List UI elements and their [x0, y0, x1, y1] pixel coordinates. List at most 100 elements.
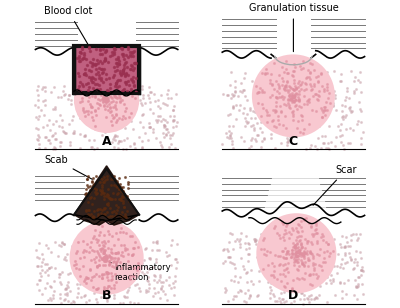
Point: [236, 274, 243, 279]
Point: [248, 144, 255, 148]
Point: [92, 190, 98, 195]
Point: [284, 266, 290, 271]
Point: [85, 114, 91, 119]
Point: [318, 108, 324, 113]
Point: [342, 98, 348, 103]
Point: [116, 267, 123, 272]
Point: [289, 118, 295, 123]
Point: [99, 260, 106, 265]
Point: [128, 54, 134, 59]
Point: [117, 213, 123, 217]
Point: [83, 274, 90, 278]
Point: [228, 131, 234, 136]
Point: [116, 138, 122, 143]
Point: [98, 190, 105, 195]
Point: [232, 90, 238, 95]
Point: [101, 259, 108, 264]
Point: [135, 300, 141, 305]
Point: [120, 69, 126, 74]
Point: [67, 270, 74, 275]
Point: [258, 144, 264, 149]
Point: [296, 242, 302, 247]
Point: [264, 233, 270, 238]
Point: [271, 61, 278, 66]
Point: [92, 78, 99, 83]
Point: [314, 79, 321, 84]
Point: [102, 99, 109, 103]
Point: [298, 240, 304, 245]
Point: [91, 147, 97, 152]
Point: [282, 255, 289, 260]
Point: [115, 272, 121, 277]
Point: [289, 251, 296, 256]
Point: [252, 116, 258, 121]
Point: [111, 209, 118, 213]
Point: [308, 223, 314, 228]
Point: [301, 87, 308, 92]
Point: [298, 234, 304, 239]
Point: [73, 98, 79, 103]
Point: [298, 76, 304, 81]
Point: [230, 247, 236, 252]
Point: [259, 72, 265, 77]
Point: [307, 70, 314, 75]
Point: [308, 250, 314, 255]
Point: [91, 291, 98, 296]
Point: [114, 208, 121, 213]
Point: [139, 270, 145, 274]
Point: [241, 76, 248, 81]
Point: [144, 270, 150, 274]
Point: [241, 87, 247, 92]
Point: [93, 99, 100, 104]
Point: [282, 262, 288, 267]
Point: [131, 301, 138, 306]
Point: [111, 285, 118, 290]
Point: [316, 88, 322, 93]
Point: [325, 140, 332, 145]
Point: [316, 262, 322, 267]
Point: [270, 123, 277, 128]
Point: [314, 231, 320, 236]
Point: [150, 127, 156, 132]
Point: [92, 62, 99, 67]
Point: [105, 202, 112, 207]
Point: [282, 87, 288, 92]
Point: [331, 263, 337, 268]
Point: [150, 130, 157, 135]
Point: [130, 142, 137, 147]
Point: [166, 252, 172, 257]
Point: [40, 99, 46, 103]
Point: [108, 123, 115, 128]
Point: [310, 269, 316, 274]
Point: [312, 221, 319, 225]
Point: [100, 242, 106, 247]
Point: [99, 257, 105, 261]
Point: [107, 95, 114, 100]
Point: [280, 252, 286, 257]
Point: [89, 75, 96, 80]
Point: [120, 70, 126, 75]
Point: [93, 71, 99, 76]
Point: [316, 278, 323, 283]
Point: [104, 297, 110, 302]
Point: [347, 126, 354, 131]
Point: [116, 197, 122, 201]
Point: [118, 196, 125, 201]
Point: [299, 244, 305, 249]
Point: [132, 61, 138, 66]
Point: [297, 237, 303, 242]
Point: [66, 93, 72, 98]
Point: [312, 71, 318, 76]
Point: [297, 82, 303, 87]
Point: [121, 86, 127, 91]
Point: [317, 68, 324, 73]
Point: [98, 295, 104, 300]
Point: [42, 261, 48, 266]
Point: [126, 243, 133, 248]
Point: [39, 267, 46, 272]
Point: [307, 248, 314, 253]
Point: [334, 252, 341, 257]
Point: [325, 95, 331, 100]
Point: [298, 264, 304, 269]
Point: [303, 98, 310, 103]
